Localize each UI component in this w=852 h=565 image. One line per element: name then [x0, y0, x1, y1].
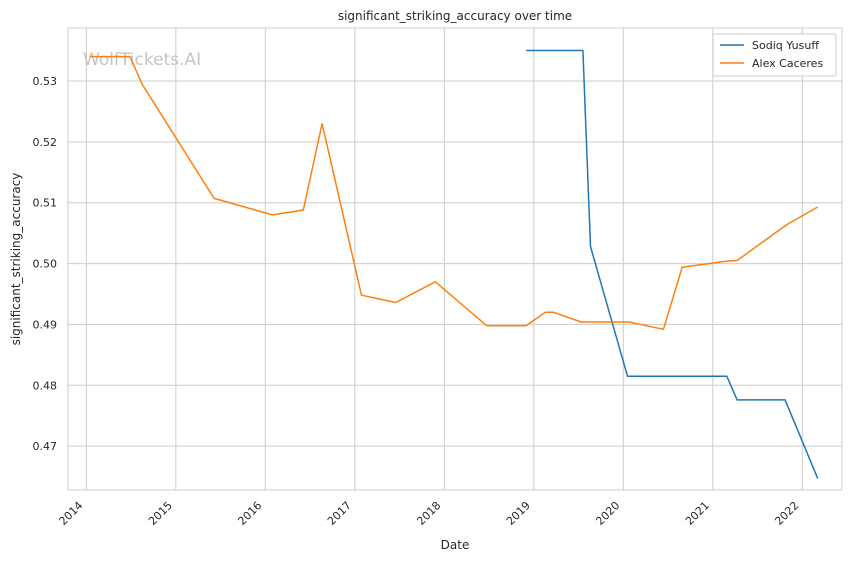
legend-label-1: Alex Caceres — [752, 57, 823, 70]
ticks: 2014 2015 2016 2017 2018 2019 2020 2021 20220.47… — [33, 75, 802, 528]
legend-label-0: Sodiq Yusuff — [752, 39, 819, 52]
watermark: WolfTickets.AI — [83, 50, 201, 70]
chart-title: significant_striking_accuracy over time — [338, 9, 572, 23]
y-tick-label: 0.53 — [33, 75, 58, 88]
y-tick-label: 0.48 — [33, 379, 58, 392]
y-tick-label: 0.52 — [33, 136, 58, 149]
plot-frame — [67, 27, 843, 491]
series-line-0 — [526, 49, 819, 479]
series-layer — [89, 49, 819, 479]
y-axis-label: significant_striking_accuracy — [9, 173, 23, 346]
series-line-1 — [89, 55, 819, 331]
y-tick-label: 0.51 — [33, 197, 58, 210]
legend: Sodiq Yusuff Alex Caceres — [712, 33, 837, 77]
y-tick-label: 0.50 — [33, 258, 58, 271]
x-axis-label: Date — [441, 538, 470, 552]
y-tick-label: 0.47 — [33, 440, 58, 453]
y-tick-label: 0.49 — [33, 318, 58, 331]
